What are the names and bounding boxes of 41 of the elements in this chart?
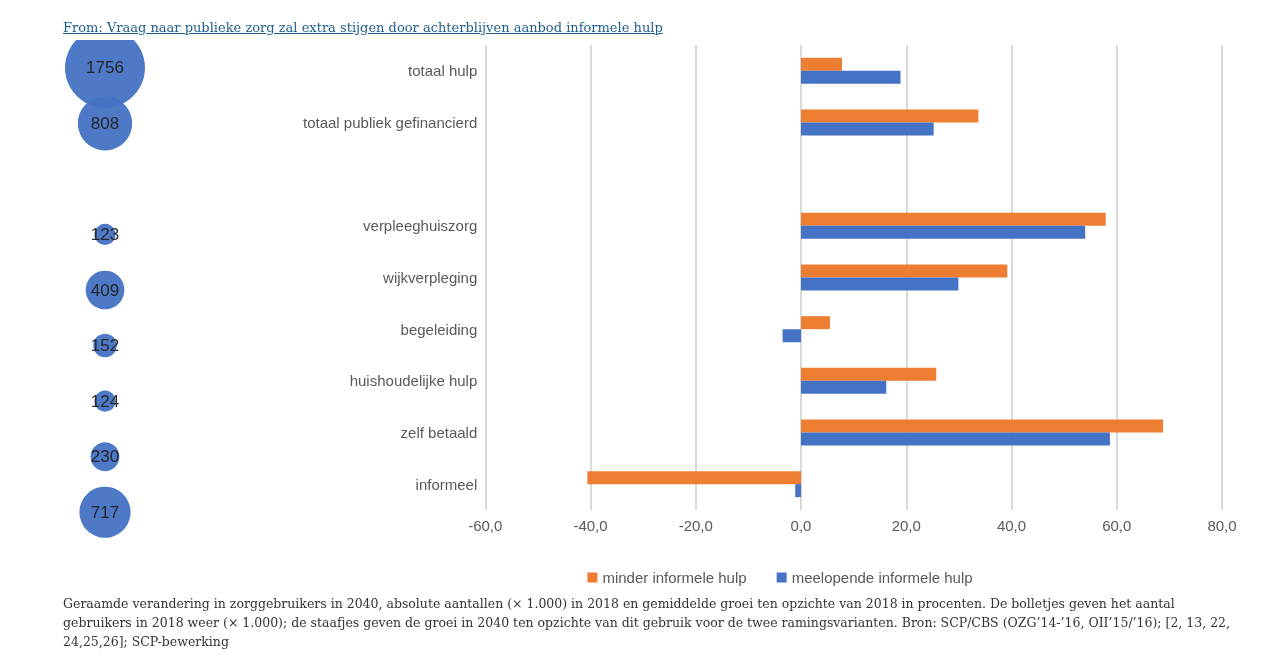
bar <box>801 316 830 330</box>
bar <box>801 122 934 136</box>
bar <box>801 277 959 291</box>
x-tick-label: -60,0 <box>468 517 503 534</box>
y-tick-label: wijkverpleging <box>382 269 478 286</box>
bar <box>801 419 1164 433</box>
y-tick-label: huishoudelijke hulp <box>349 372 478 390</box>
bar <box>795 484 802 498</box>
data-label: 409 <box>90 280 120 300</box>
y-tick-label: totaal hulp <box>408 62 478 80</box>
data-label: 1756 <box>86 58 124 78</box>
y-tick-label: verpleeghuiszorg <box>363 217 478 235</box>
data-label: 230 <box>90 447 120 467</box>
bar <box>801 367 937 381</box>
bar <box>782 329 802 343</box>
x-tick-label: 20,0 <box>891 517 921 534</box>
bar <box>801 264 1008 278</box>
y-tick-label: begeleiding <box>400 320 478 338</box>
y-tick-label: informeel <box>415 475 478 493</box>
bar <box>801 212 1106 226</box>
bar <box>801 225 1086 239</box>
data-label: 808 <box>90 113 120 133</box>
x-tick-label: 60,0 <box>1102 517 1132 534</box>
bar <box>801 57 843 71</box>
y-tick-label: zelf betaald <box>400 424 478 441</box>
y-tick-label: totaal publiek gefinancierd <box>302 114 478 131</box>
x-tick-label: 80,0 <box>1207 517 1237 534</box>
x-tick-label: -20,0 <box>678 517 713 534</box>
legend-label: minder informele hulp <box>602 569 747 586</box>
bar <box>587 471 802 485</box>
bar <box>801 432 1110 446</box>
x-tick-label: 0,0 <box>790 517 812 534</box>
bar <box>801 70 901 84</box>
data-label: 717 <box>90 502 120 522</box>
text: Geraamde verandering in zorggebruikers in 2040, absolute aantallen (× 1.000) in 2018 en gemiddelde groei ten opzichte van 2018 in procenten. De bolletjes geven het aantal gebruikers in 2018 weer (× 1.000); de staafjes geven de groei in 2040 ten opzichte van dit gebruik voor de twee ramingsvarianten. Bron: SCP/CBS (OZG’14-’16, OII’15/’16); [2, 13, 22, 24,25,26]; SCP-bewerking <box>63 595 1232 651</box>
x-tick-label: -40,0 <box>573 517 608 534</box>
text: From: Vraag naar publieke zorg zal extra stijgen door achterblijven aanbod informele hulp <box>63 20 663 35</box>
legend-label: meelopende informele hulp <box>791 569 973 586</box>
x-tick-label: 40,0 <box>996 517 1027 534</box>
bar <box>801 380 887 394</box>
bar <box>801 109 979 123</box>
